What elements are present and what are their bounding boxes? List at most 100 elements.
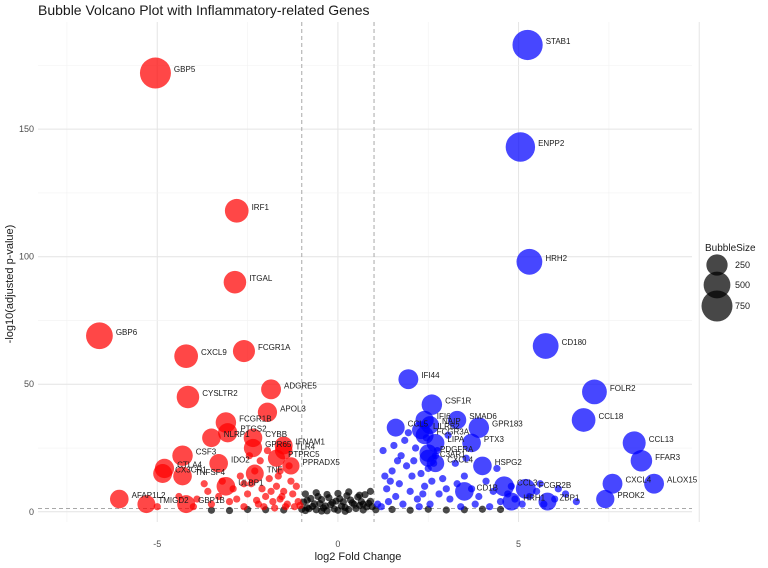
gene-label: GBP5 [174,65,196,74]
gene-label: HRH1 [523,494,545,503]
gene-label: IDO2 [231,455,250,464]
grid-layer [38,22,700,522]
gene-label: APOL3 [280,404,306,413]
background-point [460,472,468,480]
background-point [536,480,544,488]
gene-label: CSF1R [445,397,471,406]
gene-point [173,466,192,486]
background-point [345,488,353,496]
legend-bubble [701,290,733,322]
background-point [402,462,411,470]
background-point [572,497,580,506]
background-point [379,446,387,455]
gene-label: NAIP [442,417,461,426]
background-point [312,489,320,497]
gene-label: FCGR3A [437,427,470,436]
size-legend: BubbleSize 250 500 750 [701,243,756,322]
gene-label: CYSLTR2 [202,389,238,398]
legend-title: BubbleSize [705,243,756,254]
gene-point [177,495,196,514]
gene-point [596,489,615,509]
background-point [475,492,483,501]
gene-label: IFNAM1 [296,437,326,446]
background-point [426,500,434,508]
background-point [421,482,429,490]
x-axis-label: log2 Fold Change [315,551,402,563]
background-point [428,477,436,485]
gene-point [447,410,467,430]
background-point [240,480,248,488]
gene-point [174,344,199,369]
background-point [341,507,349,515]
gene-label: IFI6 [437,412,451,421]
gene-point [243,438,263,458]
background-point [243,490,252,498]
gene-label: PROK2 [617,491,645,500]
gene-point [421,394,443,415]
gene-label: CCL3 [517,478,538,487]
gene-point [209,454,228,473]
chart-title: Bubble Volcano Plot with Inflammatory-re… [38,2,370,18]
x-tick-label: -5 [153,539,161,549]
gene-label: CCL5 [408,420,429,429]
background-point [493,464,501,473]
background-point [262,492,270,501]
background-point [292,482,300,490]
gene-point [630,450,653,472]
background-point [442,506,450,514]
background-point [153,503,161,511]
gene-label: CD1B [477,483,498,492]
background-point [392,492,400,501]
background-point [486,503,494,511]
gene-point [109,489,129,509]
gene-label: C3AR1 [440,450,466,459]
gene-point [139,57,171,89]
background-point [267,487,275,495]
gene-label: FFAR3 [655,453,680,462]
gene-label: HSPG2 [495,458,523,467]
background-point [269,497,277,506]
gene-label: ALOX15 [667,476,698,485]
background-point [289,490,297,498]
gene-point [245,464,264,483]
gene-point [282,457,300,475]
background-point [399,500,407,508]
background-point [411,444,420,452]
gene-point [202,428,221,448]
gene-label: IFI44 [421,371,440,380]
background-point [301,490,309,498]
gene-point [582,379,607,405]
gene-point [86,322,113,350]
background-point [350,500,358,508]
gene-point [468,417,490,438]
background-point [413,495,421,503]
gene-label: PDGFRA [440,445,474,454]
background-point [207,500,216,508]
background-point [406,487,414,495]
gene-point [505,132,536,162]
background-point [318,507,326,515]
background-point [236,472,244,480]
gene-label: CYBB [265,430,287,439]
background-point [446,495,454,503]
background-point [415,503,423,511]
gene-point [516,248,543,275]
gene-point [261,379,281,400]
gene-label: FCGR1A [258,343,291,352]
gene-label: CSF3 [196,448,217,457]
gene-point [218,423,238,443]
gene-labels: STAB1 GBP5 ENPP2 IRF1 HRH2 ITGAL GBP6 CD180 CXCL… [116,37,698,505]
background-point [193,495,201,503]
gene-label: FCGR2B [539,481,571,490]
background-point [258,485,266,493]
background-point [260,503,268,511]
gene-label: CTLA4 [177,460,202,469]
gene-label: CCL13 [649,435,674,444]
background-point [355,491,364,499]
background-point [401,436,409,444]
legend-label: 750 [735,301,750,311]
gene-label: ZBP1 [559,494,580,503]
background-point [271,504,279,512]
background-point [263,446,272,455]
